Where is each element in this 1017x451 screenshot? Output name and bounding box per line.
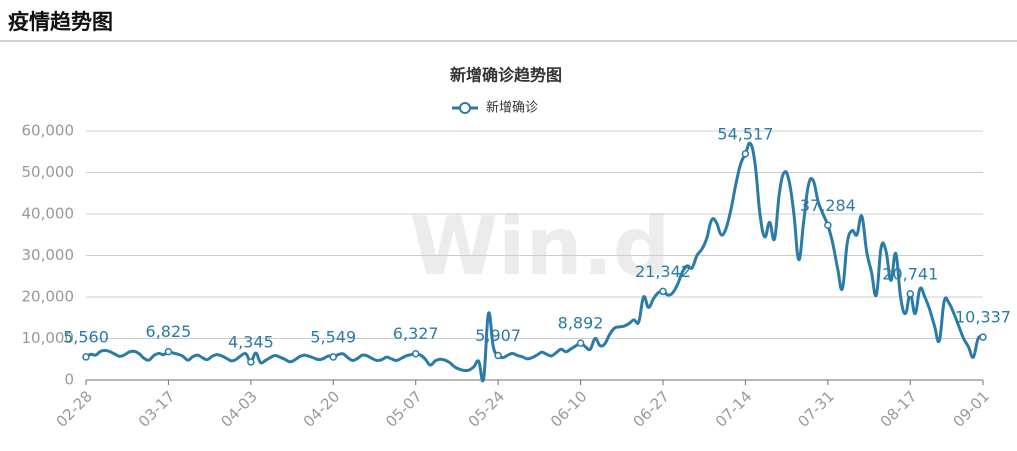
x-tick-label: 06-27 bbox=[629, 387, 673, 431]
data-label: 5,560 bbox=[63, 327, 109, 346]
x-tick-label: 08-17 bbox=[877, 387, 921, 431]
y-tick-label: 30,000 bbox=[22, 246, 75, 264]
data-point bbox=[247, 358, 255, 366]
page-title: 疫情趋势图 bbox=[8, 10, 113, 34]
y-tick-label: 60,000 bbox=[22, 122, 75, 140]
data-point bbox=[741, 150, 750, 158]
data-label: 5,907 bbox=[475, 326, 521, 345]
data-label: 37,284 bbox=[800, 196, 856, 215]
data-label: 10,337 bbox=[955, 308, 1011, 327]
y-tick-label: 20,000 bbox=[22, 288, 75, 306]
data-point bbox=[824, 221, 832, 230]
data-point bbox=[411, 349, 420, 358]
x-tick-label: 02-28 bbox=[52, 387, 96, 431]
data-point bbox=[979, 333, 987, 341]
legend-label: 新增确诊 bbox=[486, 100, 538, 116]
legend-marker bbox=[459, 102, 471, 114]
data-point bbox=[164, 347, 173, 356]
watermark: Win.d bbox=[410, 200, 670, 293]
data-point bbox=[82, 353, 90, 361]
data-label: 4,345 bbox=[228, 332, 274, 351]
y-tick-label: 0 bbox=[64, 371, 74, 389]
x-tick-label: 07-31 bbox=[794, 387, 838, 431]
x-tick-label: 05-24 bbox=[465, 387, 509, 431]
y-tick-label: 50,000 bbox=[22, 163, 75, 181]
data-point bbox=[329, 353, 338, 361]
data-label: 21,342 bbox=[635, 262, 691, 281]
y-tick-label: 40,000 bbox=[22, 205, 75, 223]
x-tick-label: 07-14 bbox=[712, 387, 756, 431]
data-label: 6,825 bbox=[146, 322, 192, 341]
data-label: 8,892 bbox=[558, 314, 604, 333]
x-tick-label: 04-03 bbox=[217, 387, 261, 431]
x-tick-label: 05-07 bbox=[382, 387, 426, 431]
data-point bbox=[494, 351, 502, 360]
data-label: 6,327 bbox=[393, 324, 439, 343]
x-tick-label: 03-17 bbox=[135, 387, 179, 431]
data-label: 5,549 bbox=[310, 327, 356, 346]
data-point bbox=[659, 287, 667, 296]
x-tick-label: 06-10 bbox=[547, 387, 591, 431]
series-line bbox=[85, 141, 984, 383]
header: 疫情趋势图 bbox=[0, 0, 1017, 42]
data-label: 54,517 bbox=[717, 124, 773, 143]
y-tick-label: 10,000 bbox=[22, 329, 75, 347]
data-point bbox=[906, 290, 915, 298]
data-label: 20,741 bbox=[882, 264, 938, 283]
data-point bbox=[576, 339, 585, 347]
x-tick-label: 09-01 bbox=[949, 387, 993, 431]
chart-title: 新增确诊趋势图 bbox=[450, 66, 562, 85]
x-tick-label: 04-20 bbox=[300, 387, 344, 431]
